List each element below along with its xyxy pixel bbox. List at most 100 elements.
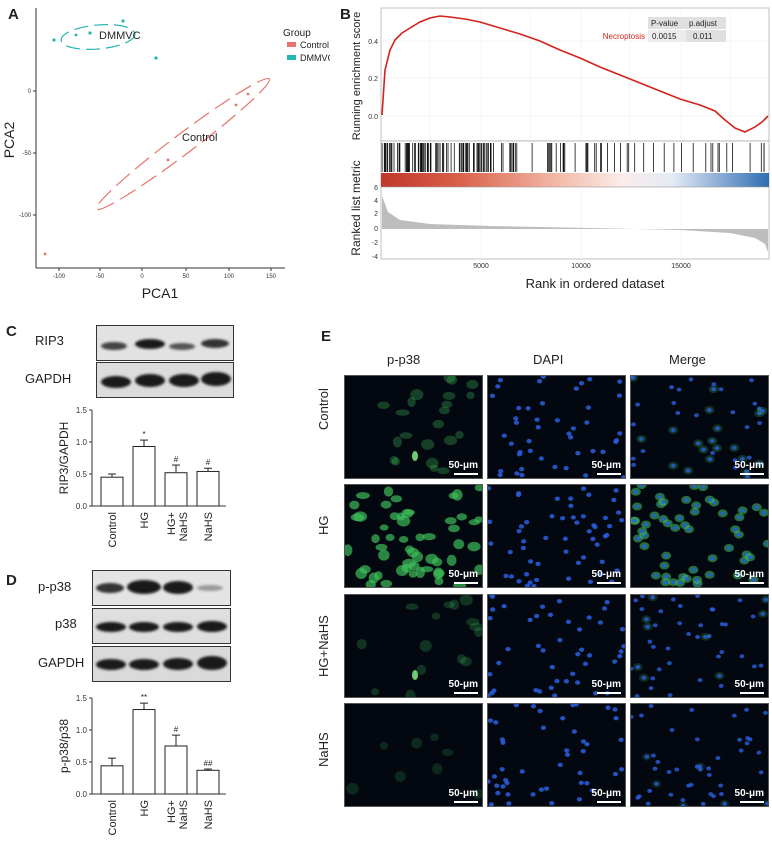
col-header-pp38: p-p38 — [387, 352, 421, 367]
blot-label-gapdh-d: GAPDH — [38, 655, 85, 670]
blot-label-p38: p38 — [55, 616, 77, 631]
scale-bar — [597, 473, 621, 475]
significance-mark: # — [206, 458, 211, 467]
y-axis-label: PCA2 — [1, 122, 17, 159]
y-tick-label: 0.0 — [76, 790, 88, 799]
metric-tick: 0 — [374, 226, 378, 233]
row-label-hg-nahs: HG+NaHS — [316, 615, 331, 677]
blot-label-gapdh-c: GAPDH — [25, 371, 72, 386]
scale-bar-label: 50-μm — [591, 679, 621, 690]
x-tick: -100 — [53, 274, 66, 280]
bar — [132, 445, 156, 507]
legend-swatch-control — [287, 42, 296, 47]
gsea-plot: 0.4 0.2 0.0 P-value p.adjust Necroptosis… — [349, 7, 770, 291]
x-tick: -50 — [96, 274, 105, 280]
micrograph-p-p38-nahs: 50-μm — [344, 703, 483, 807]
metric-tick: 6 — [374, 185, 378, 192]
rank-axis-label: Rank in ordered dataset — [526, 276, 665, 291]
pp38-blot — [92, 570, 231, 606]
metric-tick: 2 — [374, 211, 378, 218]
bar — [196, 470, 220, 507]
scale-bar-label: 50-μm — [448, 460, 478, 471]
control-ellipse — [95, 77, 271, 211]
micrograph-dapi-hg: 50-μm — [487, 484, 626, 588]
scale-bar-label: 50-μm — [448, 569, 478, 580]
micrograph-merge-control: 50-μm — [630, 375, 769, 479]
y-tick: 0 — [28, 89, 32, 95]
y-axis-label: p-p38/p38 — [57, 719, 71, 773]
category-label: NaHS — [203, 800, 215, 829]
micrograph-dapi-control: 50-μm — [487, 375, 626, 479]
row-label-nahs: NaHS — [316, 732, 331, 767]
table-header-pvalue: P-value — [651, 19, 679, 28]
x-tick: 50 — [183, 274, 190, 280]
legend-label-control: Control — [300, 40, 329, 50]
dmmvc-ellipse — [60, 24, 136, 50]
scale-bar — [597, 692, 621, 694]
panel-label-c: C — [6, 323, 17, 340]
rank-tick: 10000 — [571, 263, 591, 270]
enrichment-score-line — [381, 15, 769, 133]
scale-bar — [740, 801, 764, 803]
micrograph-merge-hg: 50-μm — [630, 484, 769, 588]
row-label-control: Control — [316, 388, 331, 430]
category-label: HG — [139, 800, 151, 817]
panel-label-d: D — [6, 572, 17, 589]
y-tick-label: 1.5 — [76, 694, 88, 703]
gapdh-blot-c — [96, 362, 234, 398]
bar — [164, 745, 188, 795]
gene-hit-barcode — [381, 143, 765, 172]
bar — [164, 472, 188, 507]
scale-bar-label: 50-μm — [734, 679, 764, 690]
scale-bar — [740, 692, 764, 694]
scale-bar — [454, 692, 478, 694]
rip3-blot — [96, 325, 234, 361]
legend-swatch-dmmvc — [287, 55, 296, 60]
category-label: HG+NaHS — [166, 800, 190, 829]
rank-tick: 5000 — [473, 263, 489, 270]
y-tick-label: 0.0 — [76, 502, 88, 511]
micrograph-merge-nahs: 50-μm — [630, 703, 769, 807]
dmmvc-annotation: DMMVC — [99, 30, 141, 42]
dmmvc-points — [52, 19, 158, 60]
bar — [100, 476, 124, 507]
y-tick-label: 0.5 — [76, 758, 88, 767]
micrograph-p-p38-hg-nahs: 50-μm — [344, 594, 483, 698]
y-tick-label: 0.5 — [76, 470, 88, 479]
category-label: Control — [107, 512, 119, 547]
scale-bar-label: 50-μm — [734, 788, 764, 799]
category-label: HG+NaHS — [166, 512, 190, 541]
scale-bar — [454, 582, 478, 584]
scale-bar-label: 50-μm — [591, 460, 621, 471]
col-header-dapi: DAPI — [533, 352, 564, 367]
category-label: NaHS — [203, 512, 215, 541]
legend-title: Group — [283, 28, 311, 39]
pca-plot: 0 -50 -100 -100 -50 0 50 100 150 PCA1 PC… — [1, 8, 330, 300]
es-tick: 0.4 — [368, 39, 378, 46]
scale-bar — [740, 473, 764, 475]
metric-tick: -4 — [372, 254, 378, 261]
micrograph-dapi-nahs: 50-μm — [487, 703, 626, 807]
category-label: HG — [139, 512, 151, 529]
scale-bar — [454, 801, 478, 803]
scale-bar-label: 50-μm — [448, 788, 478, 799]
panel-label-e: E — [321, 328, 332, 345]
control-points — [43, 92, 250, 256]
y-tick: -50 — [22, 151, 31, 157]
scale-bar — [740, 582, 764, 584]
x-tick: 0 — [140, 274, 144, 280]
col-header-merge: Merge — [669, 352, 706, 367]
row-label-hg: HG — [316, 515, 331, 536]
scale-bar-label: 50-μm — [734, 460, 764, 471]
legend-label-dmmvc: DMMVC — [300, 53, 330, 63]
scale-bar-label: 50-μm — [448, 679, 478, 690]
significance-mark: * — [142, 430, 145, 439]
rip3-bar-chart: 0.0 0.5 1.0 1.5 RIP3/GAPDH Control * HG # HG+NaHS… — [57, 406, 226, 547]
y-tick-label: 1.0 — [76, 726, 88, 735]
y-tick-label: 1.5 — [76, 406, 88, 415]
category-label: Control — [107, 800, 119, 835]
significance-mark: ## — [204, 759, 213, 768]
pathway-name: Necroptosis — [603, 32, 645, 41]
scale-bar — [597, 582, 621, 584]
micrograph-merge-hg-nahs: 50-μm — [630, 594, 769, 698]
